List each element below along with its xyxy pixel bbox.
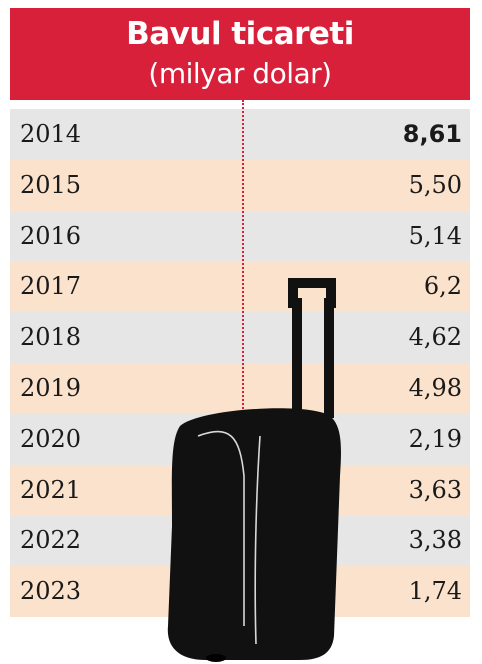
- value-label: 4,98: [408, 373, 462, 402]
- year-label: 2020: [20, 424, 82, 453]
- value-label: 2,19: [408, 424, 462, 453]
- year-label: 2018: [20, 323, 82, 352]
- trade-table-chart: Bavul ticareti (milyar dolar) 2014 8,61 20…: [10, 8, 470, 662]
- year-label: 2021: [20, 475, 82, 504]
- value-label: 8,61: [402, 120, 462, 148]
- year-label: 2014: [20, 120, 82, 148]
- value-label: 1,74: [408, 577, 462, 606]
- value-label: 3,63: [408, 475, 462, 504]
- value-label: 3,38: [408, 526, 462, 555]
- chart-subtitle: (milyar dolar): [148, 57, 332, 90]
- table-row: 2014 8,61: [10, 109, 470, 160]
- chart-header: Bavul ticareti (milyar dolar): [10, 8, 470, 100]
- value-label: 4,62: [408, 323, 462, 352]
- value-label: 6,2: [423, 272, 462, 301]
- year-label: 2023: [20, 577, 82, 606]
- year-label: 2016: [20, 221, 82, 250]
- value-label: 5,14: [408, 221, 462, 250]
- year-label: 2022: [20, 526, 82, 555]
- year-label: 2015: [20, 170, 82, 199]
- table-row: 2016 5,14: [10, 210, 470, 262]
- table-row: 2018 4,62: [10, 312, 470, 363]
- column-divider: [242, 100, 244, 608]
- chart-title: Bavul ticareti: [126, 16, 354, 52]
- year-label: 2019: [20, 373, 82, 402]
- table-row: 2015 5,50: [10, 159, 470, 211]
- table-row: 2019 4,98: [10, 362, 470, 414]
- year-label: 2017: [20, 272, 82, 301]
- data-rows: 2014 8,61 2015 5,50 2016 5,14 2017 6,2 2018 4,62 2…: [10, 109, 470, 617]
- value-label: 5,50: [408, 170, 462, 199]
- suitcase-icon: [167, 278, 341, 662]
- table-row: 2017 6,2: [10, 261, 470, 313]
